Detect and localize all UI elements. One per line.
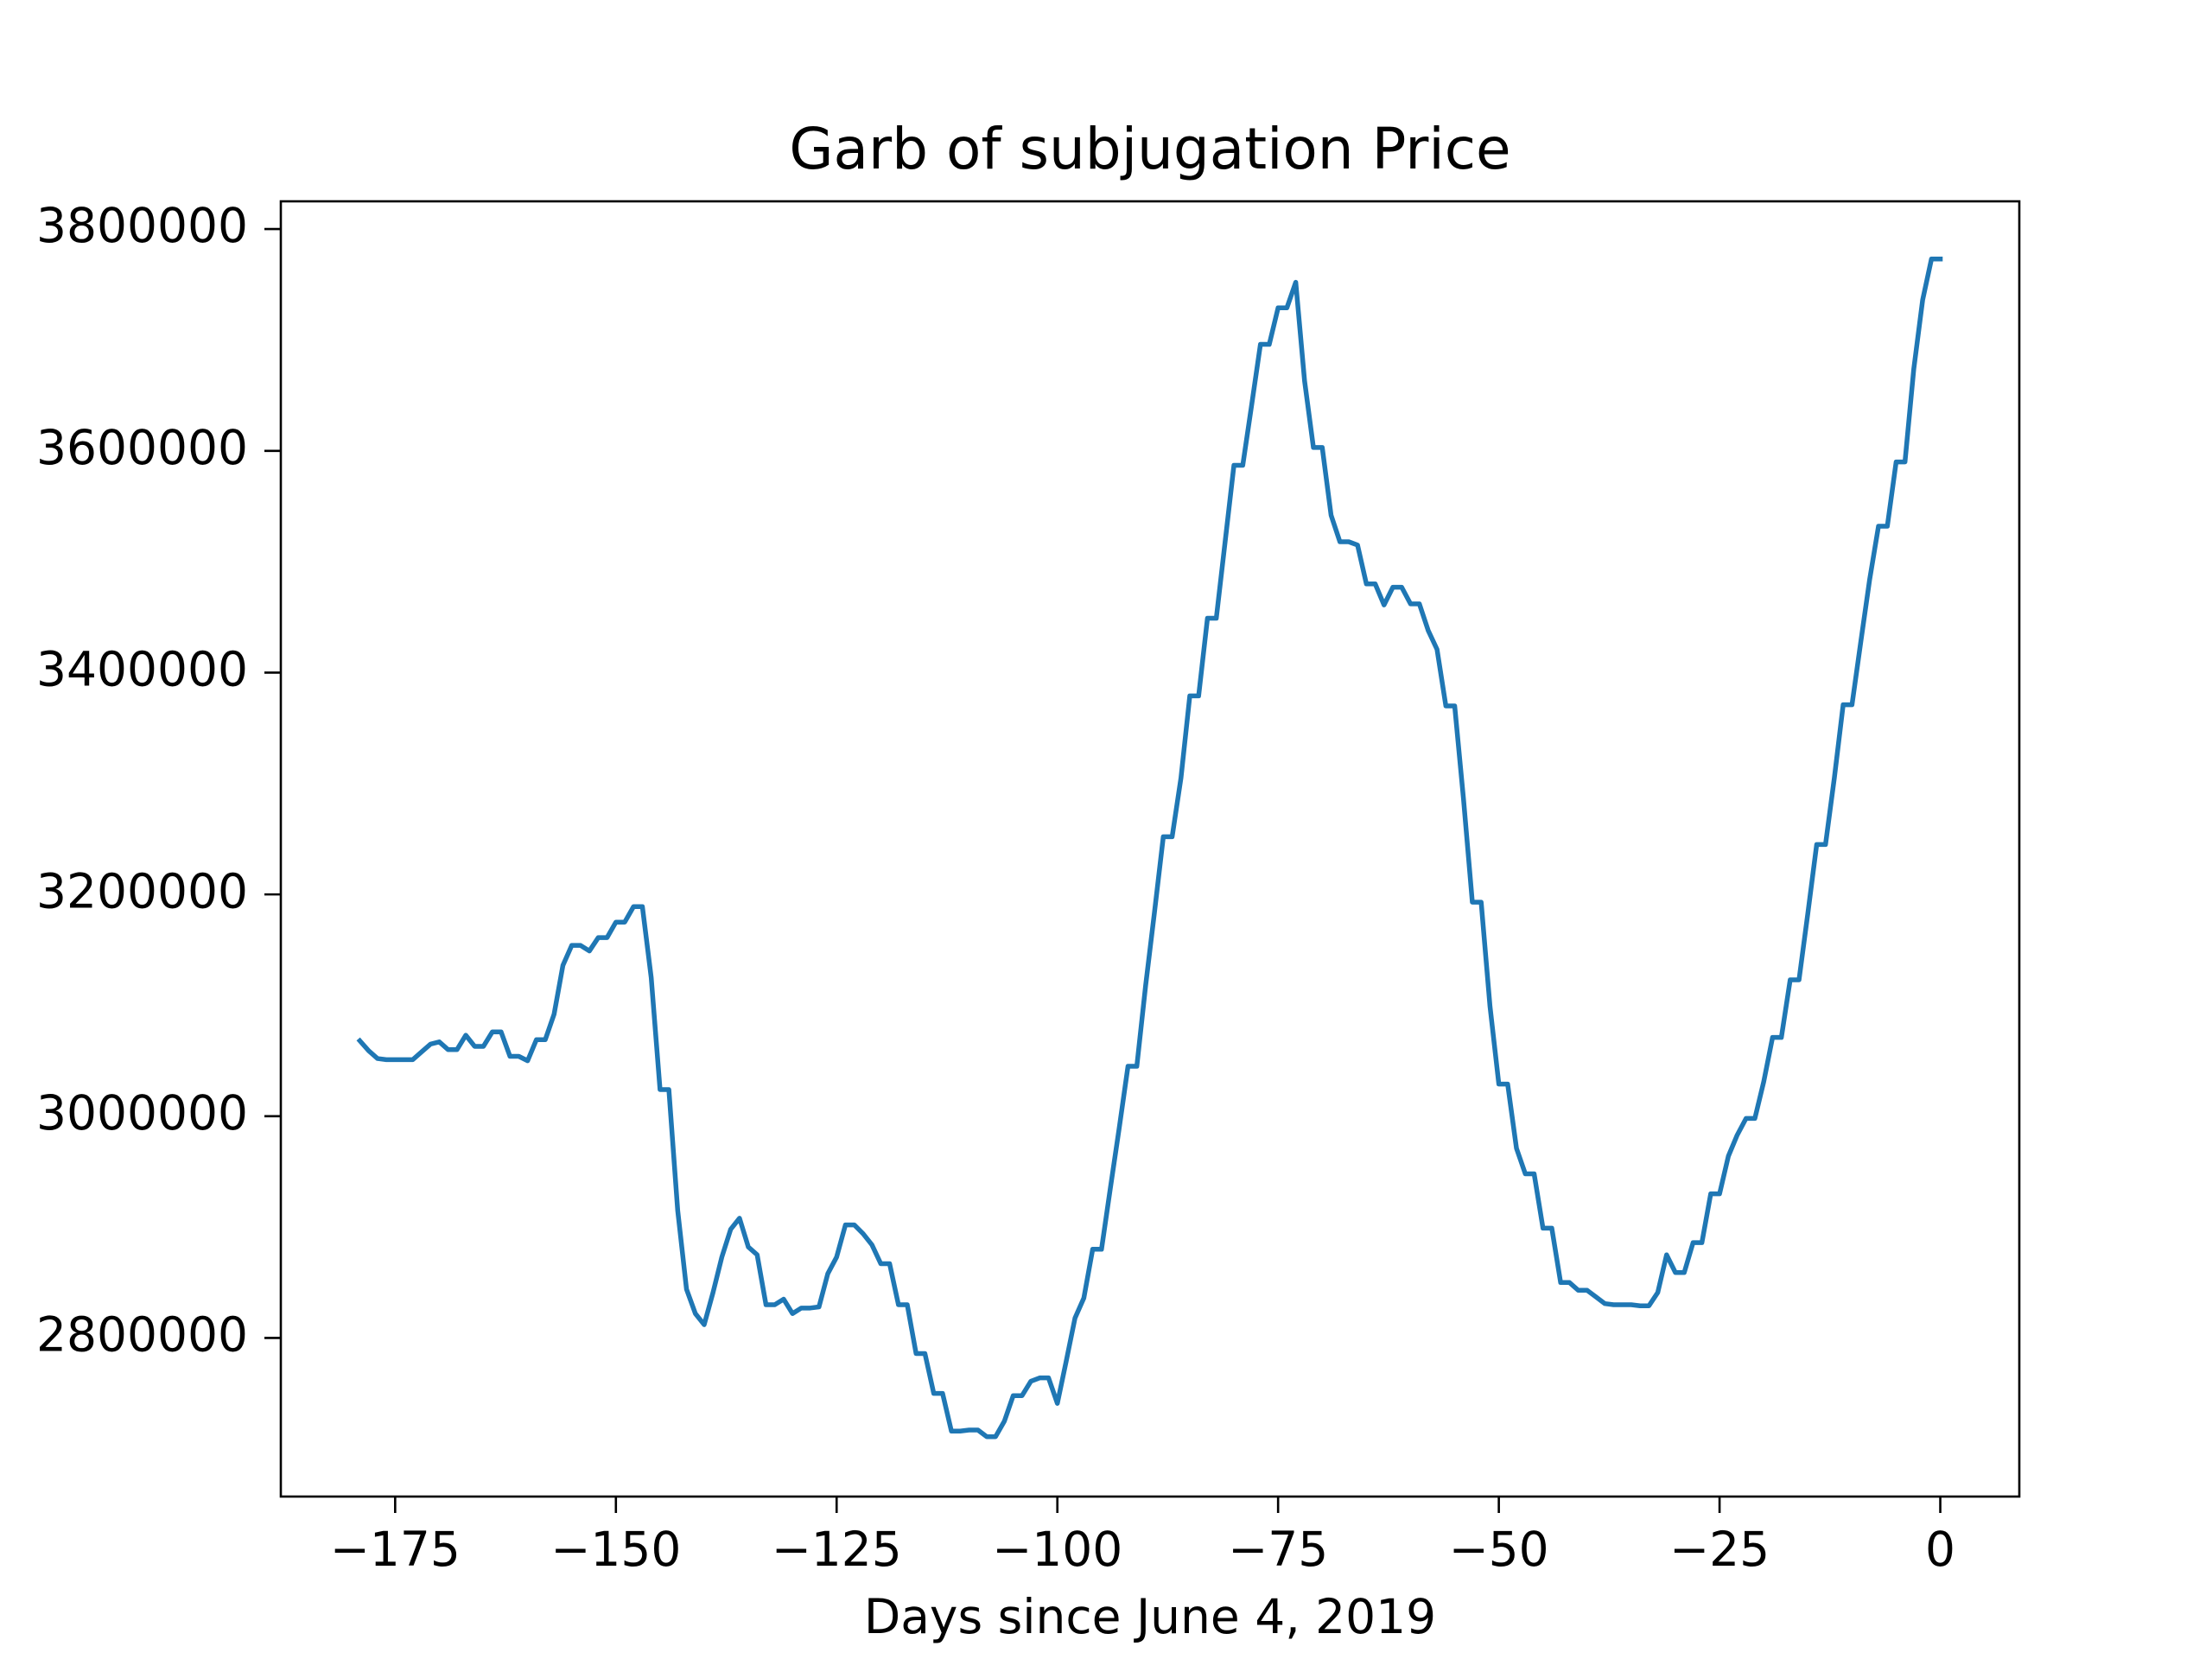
x-tick-label: −175 <box>330 1522 461 1577</box>
x-tick-label: −50 <box>1449 1522 1549 1577</box>
y-tick-label: 3800000 <box>36 198 248 253</box>
y-tick-label: 3600000 <box>36 420 248 475</box>
x-axis-label: Days since June 4, 2019 <box>864 1589 1436 1644</box>
plot-frame <box>279 200 2021 1498</box>
x-tick-label: 0 <box>1925 1522 1955 1577</box>
y-tick-label: 3200000 <box>36 863 248 918</box>
x-tick-label: −150 <box>550 1522 681 1577</box>
x-tick-label: −125 <box>772 1522 902 1577</box>
x-tick-label: −25 <box>1669 1522 1770 1577</box>
y-tick-label: 3000000 <box>36 1085 248 1141</box>
x-tick-label: −75 <box>1228 1522 1328 1577</box>
x-tick-label: −100 <box>992 1522 1122 1577</box>
y-tick-label: 2800000 <box>36 1307 248 1363</box>
y-tick-label: 3400000 <box>36 642 248 697</box>
chart-title: Garb of subjugation Price <box>789 116 1510 182</box>
price-line <box>356 256 1943 1440</box>
